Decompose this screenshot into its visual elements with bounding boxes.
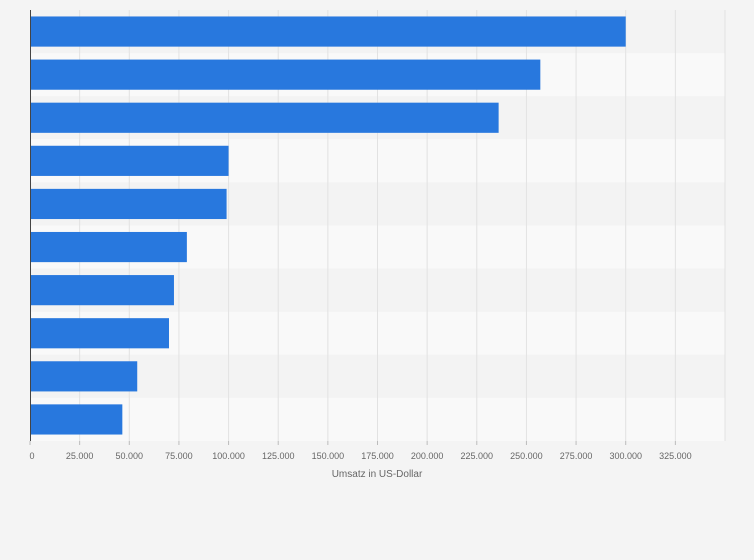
x-tick-label: 300.000 [609,451,642,461]
x-tick-label: 325.000 [659,451,692,461]
x-tick-label: 0 [29,451,34,461]
x-tick-labels: 0 25.000 50.000 75.000 100.000 125.000 150.000… [29,441,692,461]
x-tick-label: 225.000 [461,451,494,461]
x-tick-label: 25.000 [66,451,94,461]
bar [30,404,123,435]
bar [30,275,174,306]
x-tick-label: 200.000 [411,451,444,461]
bars [30,16,626,435]
x-tick-label: 150.000 [312,451,345,461]
bar [30,361,138,392]
bar [30,16,626,47]
x-tick-label: 275.000 [560,451,593,461]
x-tick-label: 50.000 [116,451,144,461]
x-axis-title: Umsatz in US-Dollar [332,469,423,480]
x-tick-label: 75.000 [165,451,193,461]
x-tick-label: 175.000 [361,451,394,461]
bar [30,145,229,176]
bar [30,59,541,90]
bar [30,188,227,220]
bar [30,318,169,349]
x-tick-label: 125.000 [262,451,295,461]
bar [30,231,187,263]
x-tick-label: 250.000 [510,451,543,461]
x-tick-label: 100.000 [212,451,245,461]
bar [30,102,499,133]
